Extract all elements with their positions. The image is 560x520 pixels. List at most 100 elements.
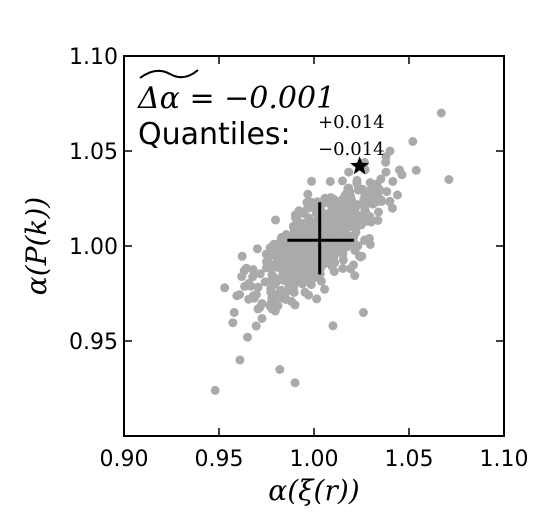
tilde-mark bbox=[139, 69, 199, 79]
scatter-point bbox=[374, 184, 384, 194]
scatter-point bbox=[229, 308, 239, 317]
scatter-point bbox=[235, 355, 245, 365]
scatter-point bbox=[299, 226, 309, 236]
scatter-point bbox=[253, 304, 263, 314]
scatter-point bbox=[248, 265, 258, 275]
scatter-point bbox=[267, 276, 277, 286]
scatter-point bbox=[371, 197, 381, 207]
scatter-point bbox=[237, 251, 247, 261]
scatter-point bbox=[338, 263, 348, 273]
scatter-point bbox=[310, 204, 320, 213]
y-axis-label: α(P(k)) bbox=[20, 197, 53, 295]
scatter-point bbox=[358, 308, 368, 317]
scatter-point bbox=[252, 244, 262, 254]
scatter-point bbox=[292, 254, 302, 264]
scatter-point bbox=[325, 177, 335, 186]
scatter-point bbox=[351, 217, 361, 227]
scatter-point bbox=[395, 165, 404, 175]
scatter-point bbox=[342, 206, 352, 216]
y-tick-label: 1.10 bbox=[69, 45, 118, 70]
scatter-point bbox=[257, 314, 267, 323]
scatter-point bbox=[303, 189, 313, 199]
scatter-point bbox=[244, 294, 254, 304]
scatter-point bbox=[276, 285, 286, 295]
scatter-point bbox=[310, 266, 319, 275]
scatter-point bbox=[382, 187, 392, 197]
quantile-upper: +0.014 bbox=[318, 112, 385, 133]
scatter-point bbox=[444, 175, 454, 184]
scatter-point bbox=[300, 287, 310, 297]
scatter-point bbox=[365, 212, 375, 222]
scatter-point bbox=[362, 199, 372, 208]
scatter-point bbox=[275, 365, 285, 374]
scatter-point bbox=[241, 263, 251, 273]
scatter-point bbox=[338, 255, 348, 265]
y-tick-label: 1.00 bbox=[69, 235, 118, 260]
star-marker bbox=[350, 156, 370, 175]
scatter-point bbox=[365, 178, 375, 188]
scatter-point bbox=[387, 203, 397, 213]
scatter-point bbox=[338, 176, 347, 186]
scatter-point bbox=[299, 209, 309, 218]
scatter-point bbox=[253, 282, 263, 292]
scatter-point bbox=[374, 207, 383, 217]
scatter-point bbox=[240, 281, 250, 291]
scatter-point bbox=[381, 157, 391, 167]
scatter-point bbox=[289, 288, 299, 297]
scatter-point bbox=[349, 260, 358, 270]
scatter-point bbox=[243, 332, 252, 342]
scatter-point bbox=[329, 267, 339, 276]
scatter-point bbox=[246, 281, 256, 291]
scatter-point bbox=[269, 239, 279, 249]
scatter-point bbox=[251, 321, 261, 331]
chart-marks bbox=[287, 156, 370, 275]
scatter-point bbox=[278, 293, 288, 302]
scatter-point bbox=[279, 235, 289, 245]
scatter-point bbox=[266, 260, 276, 270]
scatter-point bbox=[310, 219, 320, 229]
scatter-point bbox=[232, 291, 242, 301]
scatter-point bbox=[352, 177, 362, 187]
scatter-point bbox=[385, 196, 395, 206]
scatter-point bbox=[330, 258, 340, 268]
x-axis-label: α(ξ(r)) bbox=[268, 474, 359, 507]
scatter-point bbox=[301, 241, 311, 251]
scatter-point bbox=[294, 263, 304, 273]
scatter-point bbox=[248, 272, 258, 282]
scatter-points bbox=[210, 108, 454, 395]
scatter-point bbox=[381, 167, 391, 177]
scatter-point bbox=[320, 193, 330, 203]
scatter-point bbox=[276, 249, 286, 259]
x-tick-label: 0.95 bbox=[195, 447, 244, 472]
annotation: Δα = −0.001 Quantiles: +0.014 −0.014 bbox=[137, 69, 385, 160]
scatter-point bbox=[301, 271, 311, 281]
scatter-point bbox=[341, 225, 351, 235]
scatter-point bbox=[344, 167, 354, 177]
scatter-point bbox=[350, 245, 360, 255]
y-tick-label: 1.05 bbox=[69, 140, 118, 165]
scatter-point bbox=[356, 252, 365, 262]
scatter-point bbox=[373, 215, 383, 225]
scatter-point bbox=[388, 176, 398, 186]
x-tick-label: 1.05 bbox=[385, 447, 434, 472]
scatter-point bbox=[328, 321, 338, 331]
y-tick-label: 0.95 bbox=[69, 330, 118, 355]
scatter-point bbox=[385, 146, 395, 156]
scatter-point bbox=[365, 240, 375, 249]
scatter-point bbox=[255, 269, 265, 279]
scatter-point bbox=[411, 165, 421, 175]
x-tick-label: 0.90 bbox=[100, 447, 149, 472]
scatter-point bbox=[316, 276, 326, 286]
scatter-point bbox=[228, 318, 238, 328]
scatter-point bbox=[312, 294, 322, 304]
scatter-point bbox=[267, 293, 277, 303]
x-tick-label: 1.00 bbox=[290, 447, 339, 472]
scatter-point bbox=[306, 254, 316, 263]
scatter-point bbox=[306, 280, 316, 290]
scatter-point bbox=[345, 187, 355, 197]
scatter-point bbox=[337, 216, 347, 226]
scatter-point bbox=[287, 296, 297, 306]
scatter-point bbox=[276, 242, 286, 252]
scatter-point bbox=[290, 378, 300, 388]
